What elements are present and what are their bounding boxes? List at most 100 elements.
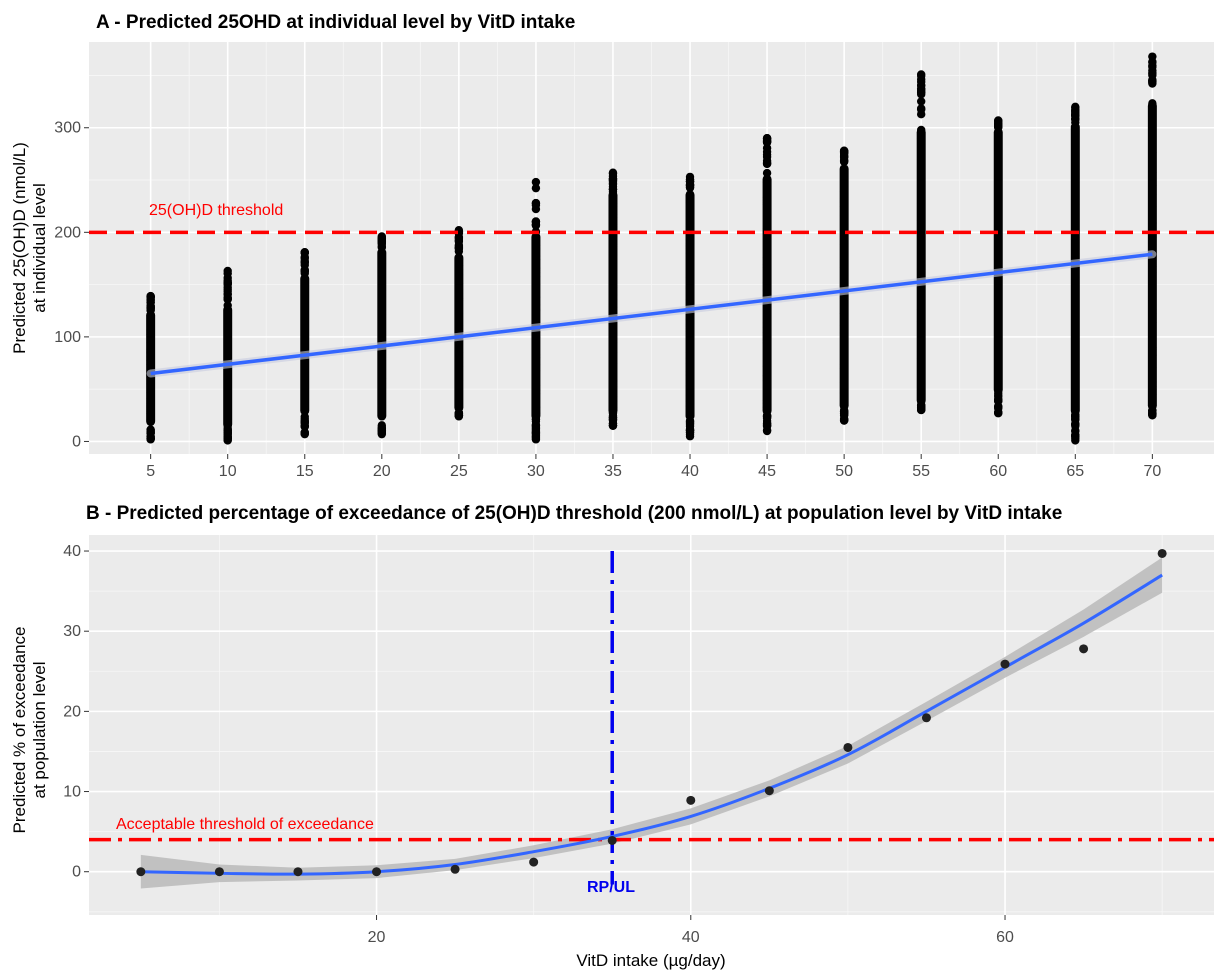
data-point (377, 305, 387, 315)
data-point (293, 867, 303, 877)
panel-a-title: A - Predicted 25OHD at individual level … (96, 12, 575, 33)
data-point (916, 199, 926, 208)
data-point (300, 418, 309, 427)
data-point (994, 145, 1003, 154)
data-point (685, 396, 695, 406)
data-point (1071, 356, 1080, 365)
data-point (223, 280, 232, 289)
data-point (686, 795, 696, 805)
data-point (531, 353, 541, 362)
data-point (608, 396, 618, 406)
data-point (1071, 307, 1080, 316)
data-point (223, 405, 232, 414)
data-point (916, 155, 926, 164)
data-point (1148, 180, 1157, 190)
data-point (608, 242, 618, 251)
panel-b-axes: 20 40 60 0 10 20 30 40 (63, 543, 1014, 946)
data-point (377, 333, 387, 342)
data-point (300, 335, 309, 344)
panel-b-y-axis-title-line2: at population level (30, 661, 49, 798)
data-point (531, 408, 541, 418)
x-tick-label: 40 (681, 463, 699, 480)
x-tick-label: 40 (682, 929, 700, 946)
data-point (300, 316, 309, 325)
data-point (1148, 262, 1157, 271)
data-point (377, 312, 387, 321)
data-point (377, 398, 387, 407)
data-point (994, 253, 1003, 263)
data-point-max (146, 291, 155, 301)
data-point-max (1071, 102, 1080, 112)
data-point (1148, 218, 1157, 228)
point-column-60 (993, 116, 1003, 418)
data-point (531, 402, 541, 412)
x-tick-label: 70 (1143, 463, 1161, 480)
data-point (531, 292, 541, 302)
data-point (608, 250, 618, 260)
panel-a-y-axis-title-line1: Predicted 25(OH)D (nmol/L) (10, 142, 29, 354)
data-point (608, 290, 618, 300)
data-point (377, 324, 387, 334)
data-point-max (762, 134, 772, 143)
point-column-15 (300, 247, 310, 439)
data-point (916, 143, 926, 153)
data-point (762, 318, 772, 328)
data-point (685, 321, 695, 331)
fit-line (150, 252, 1153, 376)
x-tick-label: 5 (146, 463, 155, 480)
data-point (223, 314, 232, 323)
data-point (839, 328, 849, 338)
data-point (916, 353, 926, 363)
data-point-max (1148, 52, 1157, 61)
data-point (607, 835, 617, 845)
panel-a-points (146, 52, 1157, 445)
data-point (762, 328, 772, 337)
data-point (1071, 272, 1080, 282)
data-point (916, 166, 926, 176)
data-point (146, 330, 155, 339)
data-point (223, 295, 232, 304)
data-point (608, 231, 618, 241)
point-column-70 (1147, 52, 1157, 420)
data-point (450, 864, 460, 874)
data-point-min (377, 429, 387, 439)
data-point (1071, 165, 1080, 174)
data-point (223, 350, 232, 359)
point-column-50 (839, 146, 849, 425)
data-point (377, 259, 387, 269)
data-point (762, 152, 772, 162)
data-point (994, 192, 1003, 201)
panel-a-threshold-label: 25(OH)D threshold (149, 202, 283, 219)
x-tick-label: 15 (296, 463, 314, 480)
data-point (377, 364, 387, 373)
data-point (685, 295, 695, 305)
data-point (994, 153, 1003, 163)
x-tick-label: 45 (758, 463, 776, 480)
panel-b-x-axis-title: VitD intake (µg/day) (576, 951, 725, 970)
data-point (839, 399, 849, 408)
data-point (762, 253, 772, 262)
data-point (223, 369, 232, 378)
y-tick-label: 300 (54, 120, 81, 137)
data-point (146, 338, 155, 347)
data-point (531, 280, 541, 289)
data-point-min (300, 429, 309, 439)
data-point (1148, 71, 1157, 80)
data-point (762, 376, 772, 385)
data-point (1079, 644, 1089, 654)
confidence-band (140, 557, 1163, 889)
data-point-min (531, 435, 541, 444)
data-point (839, 321, 849, 330)
data-point (685, 420, 695, 430)
x-tick-label: 20 (373, 463, 391, 480)
data-point (685, 371, 695, 380)
data-point (608, 348, 618, 357)
data-point (608, 283, 618, 292)
data-point (1148, 232, 1157, 241)
data-point (994, 200, 1003, 209)
data-point (531, 360, 541, 369)
point-column-20 (377, 232, 387, 439)
data-point (1148, 77, 1157, 86)
data-point (916, 250, 926, 260)
data-point (916, 224, 926, 234)
